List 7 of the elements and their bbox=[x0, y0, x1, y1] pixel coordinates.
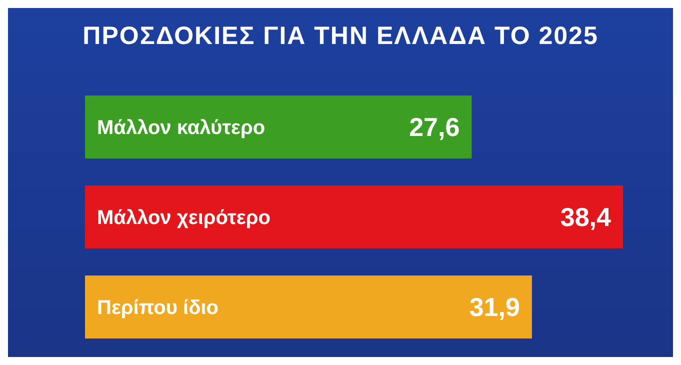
data-label: 27,6 bbox=[409, 112, 460, 142]
data-label: 31,9 bbox=[469, 292, 520, 322]
y-tick-label: Μάλλον καλύτερο bbox=[97, 117, 266, 139]
data-label: 38,4 bbox=[560, 202, 612, 232]
y-tick-label: Περίπου ίδιο bbox=[97, 297, 218, 319]
chart-title: ΠΡΟΣΔΟΚΙΕΣ ΓΙΑ ΤΗΝ ΕΛΛΑΔΑ ΤΟ 2025 bbox=[82, 21, 600, 52]
y-tick-label: Μάλλον χειρότερο bbox=[97, 207, 270, 229]
